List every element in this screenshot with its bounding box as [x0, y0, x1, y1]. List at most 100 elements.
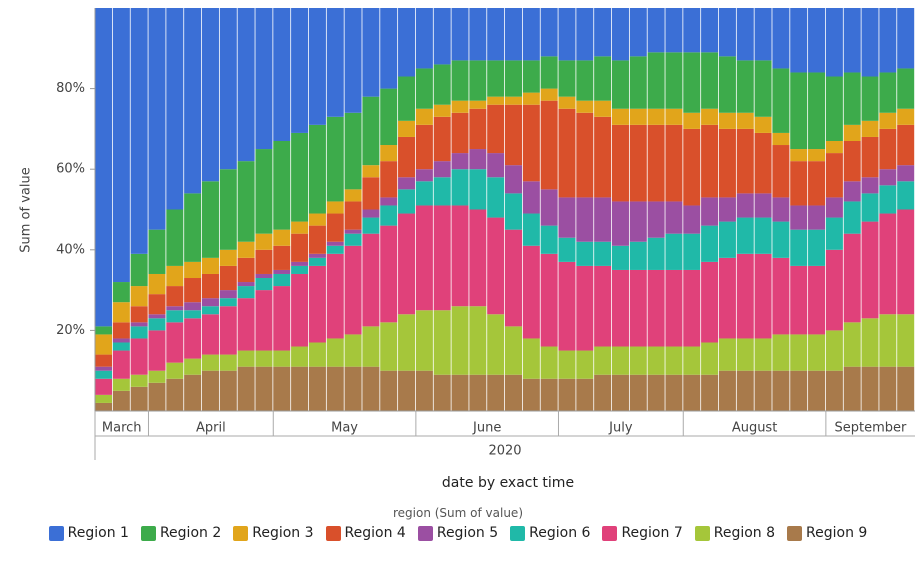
- bar-segment: [380, 8, 398, 89]
- bar-segment: [184, 8, 202, 194]
- bar-segment: [433, 205, 451, 311]
- bar-segment: [879, 72, 897, 113]
- legend-swatch: [417, 525, 433, 541]
- bar-segment: [808, 334, 826, 371]
- y-tick-label: 20%: [56, 323, 85, 338]
- bar-segment: [326, 366, 344, 411]
- bar-segment: [861, 366, 879, 411]
- bar-segment: [273, 269, 291, 274]
- bar-segment: [897, 68, 915, 109]
- bar-segment: [647, 8, 665, 53]
- legend-label: Region 7: [621, 525, 683, 541]
- bar-segment: [540, 100, 558, 190]
- bar-segment: [130, 338, 148, 375]
- bar-segment: [308, 124, 326, 214]
- bar-segment: [112, 390, 130, 411]
- bar-segment: [237, 8, 255, 162]
- bar-segment: [166, 209, 184, 266]
- bar-segment: [148, 294, 166, 315]
- bar-segment: [843, 8, 861, 73]
- y-axis-title: Sum of value: [19, 167, 34, 252]
- bar-segment: [255, 233, 273, 250]
- bar-segment: [879, 112, 897, 129]
- bar-segment: [718, 112, 736, 129]
- bar-segment: [166, 378, 184, 411]
- legend-item[interactable]: Region 6: [510, 525, 590, 541]
- chart: Sum of value date by exact time 20% 40% 60…: [19, 8, 915, 491]
- bar-segment: [326, 116, 344, 202]
- legend-item[interactable]: Region 5: [417, 525, 498, 541]
- bar-segment: [825, 217, 843, 250]
- bar-segment: [469, 169, 487, 210]
- bar-segment: [344, 366, 362, 411]
- bar-segment: [701, 342, 719, 375]
- bar-segment: [611, 108, 629, 125]
- bar-segment: [505, 96, 523, 105]
- bar-segment: [380, 370, 398, 411]
- bar-segment: [237, 350, 255, 367]
- bar-segment: [291, 233, 309, 262]
- bar-segment: [701, 374, 719, 411]
- legend-item[interactable]: Region 8: [694, 525, 776, 541]
- bar-segment: [629, 56, 647, 109]
- bar-segment: [647, 269, 665, 347]
- legend-item[interactable]: Region 3: [233, 525, 314, 541]
- bar-segment: [487, 96, 505, 105]
- bar-segment: [540, 378, 558, 411]
- bar-segment: [130, 8, 148, 254]
- bar-segment: [683, 205, 701, 234]
- bar-segment: [291, 346, 309, 367]
- legend-label: Region 8: [713, 525, 776, 541]
- bar-segment: [594, 100, 612, 117]
- bar-segment: [683, 112, 701, 129]
- bar-segment: [629, 374, 647, 411]
- bar-segment: [772, 370, 790, 411]
- bar-segment: [718, 221, 736, 258]
- bar-segment: [808, 149, 826, 162]
- bar-segment: [736, 253, 754, 339]
- bar-segment: [415, 8, 433, 69]
- bar-segment: [130, 253, 148, 287]
- bar-segment: [594, 265, 612, 347]
- legend-item[interactable]: Region 2: [140, 525, 221, 541]
- bar-segment: [362, 366, 380, 411]
- bar-segment: [255, 249, 273, 274]
- bar-segment: [255, 278, 273, 291]
- bar-segment: [201, 298, 219, 307]
- bar-segment: [255, 273, 273, 279]
- bar-segment: [683, 52, 701, 113]
- legend-item[interactable]: Region 4: [325, 525, 406, 541]
- bar-segment: [594, 8, 612, 57]
- legend-swatch: [510, 525, 526, 541]
- bar-segment: [736, 60, 754, 113]
- bar-segment: [505, 104, 523, 166]
- bar-segment: [398, 136, 416, 178]
- bar-segment: [772, 68, 790, 133]
- bar-segment: [843, 181, 861, 202]
- bar-segment: [825, 153, 843, 198]
- legend-item[interactable]: Region 1: [48, 525, 129, 541]
- bar-segment: [380, 322, 398, 371]
- bar-segment: [255, 8, 273, 150]
- bar-segment: [487, 217, 505, 315]
- bar-segment: [611, 346, 629, 375]
- bar-segment: [736, 193, 754, 218]
- bar-segment: [398, 120, 416, 137]
- bar-segment: [273, 245, 291, 270]
- legend-item[interactable]: Region 7: [602, 525, 683, 541]
- legend-title: region (Sum of value): [392, 506, 523, 520]
- bar-segment: [611, 124, 629, 202]
- legend-label: Region 9: [806, 525, 868, 541]
- bar-segment: [308, 213, 326, 226]
- bar-segment: [433, 104, 451, 117]
- bar-segment: [861, 120, 879, 137]
- bar-segment: [558, 8, 576, 61]
- bar-segment: [754, 253, 772, 339]
- bar-segment: [433, 8, 451, 65]
- bar-segment: [611, 374, 629, 411]
- bar-segment: [344, 245, 362, 335]
- bar-segment: [148, 314, 166, 319]
- legend-item[interactable]: Region 9: [787, 525, 867, 541]
- bar-segment: [665, 233, 683, 270]
- bar-segment: [754, 60, 772, 117]
